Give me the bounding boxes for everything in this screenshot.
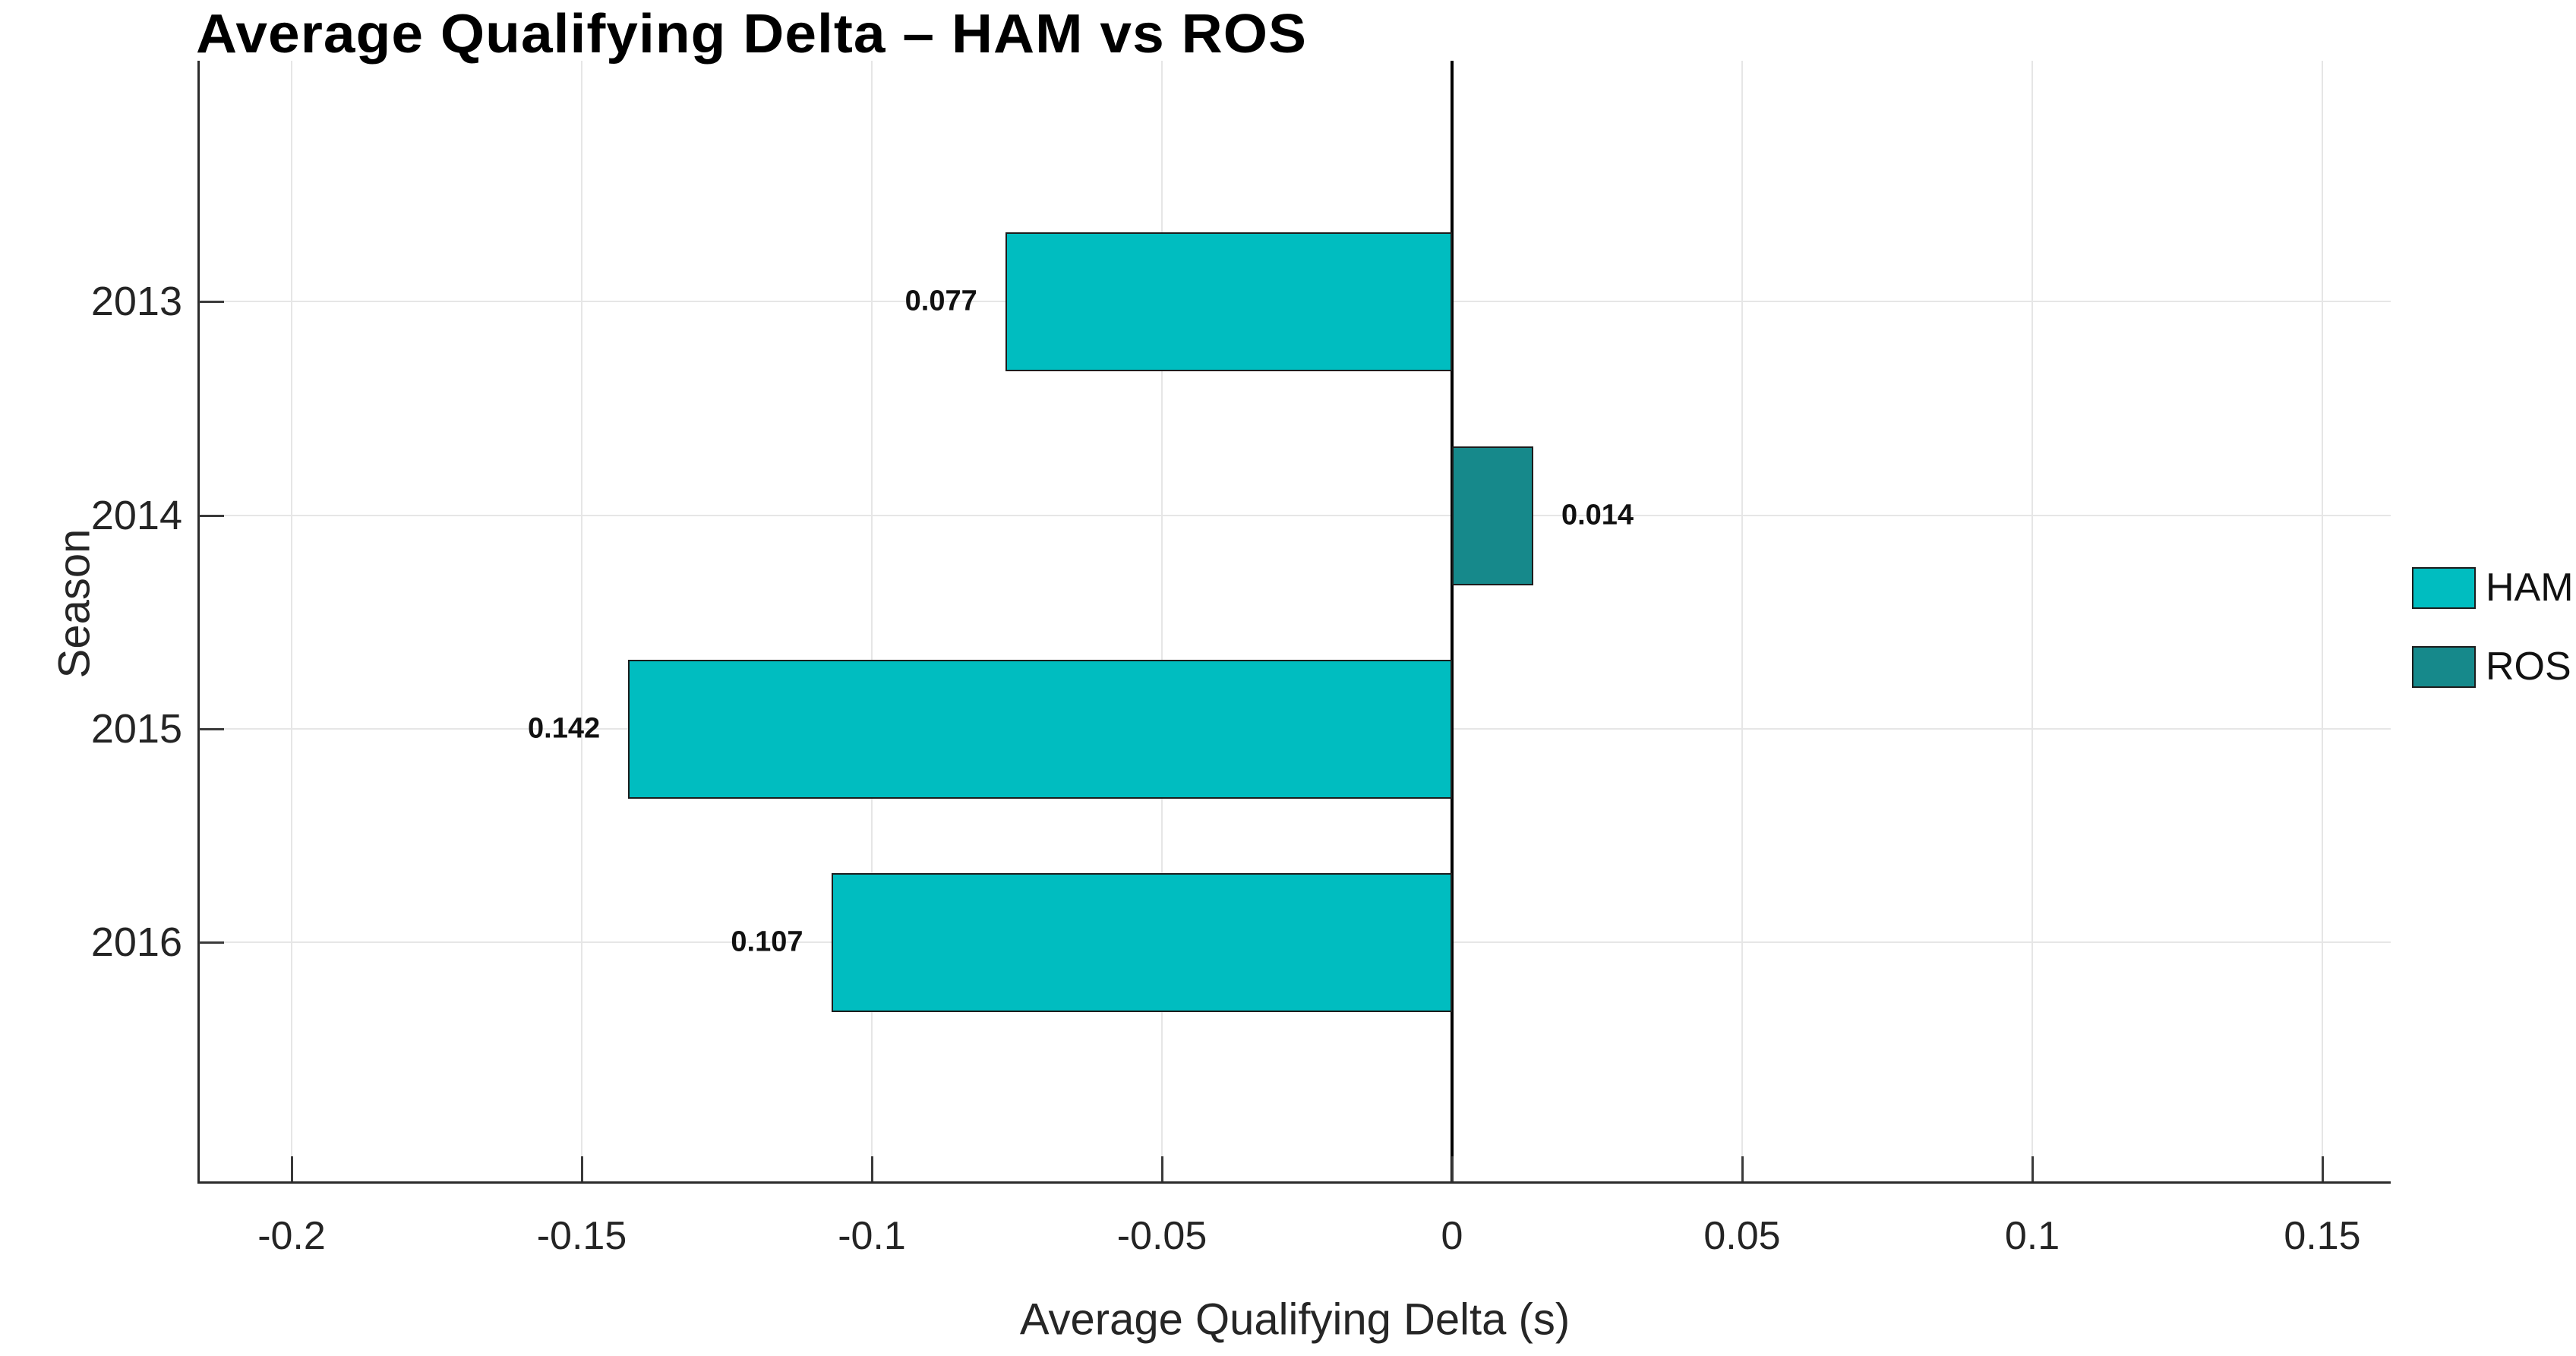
x-tick-label: -0.2 [257, 1214, 326, 1258]
legend-item-ham: HAM [2412, 565, 2574, 610]
x-tick-label: 0.05 [1703, 1214, 1781, 1258]
x-tick-label: -0.05 [1116, 1214, 1208, 1258]
y-tick-label: 2014 [90, 493, 182, 538]
x-tick-mark [1451, 1156, 1454, 1181]
y-tick-mark [199, 728, 224, 730]
x-tick-mark [871, 1156, 873, 1181]
legend-item-ros: ROS [2412, 644, 2574, 689]
y-gridline [199, 515, 2391, 516]
x-tick-label: 0.15 [2284, 1214, 2361, 1258]
bar-value-label: 0.014 [1561, 499, 1634, 531]
y-axis-line [197, 61, 200, 1184]
x-axis-line [197, 1181, 2391, 1184]
bar-ham-2013 [1005, 232, 1452, 371]
y-axis-title: Season [49, 528, 99, 679]
bar-value-label: 0.107 [731, 926, 803, 958]
legend-label: HAM [2486, 566, 2574, 610]
x-gridline [2322, 61, 2323, 1181]
bar-ham-2015 [628, 659, 1452, 799]
x-gridline [871, 61, 873, 1181]
x-tick-label: -0.1 [838, 1214, 906, 1258]
x-tick-label: 0.1 [2004, 1214, 2060, 1258]
x-gridline [1161, 61, 1163, 1181]
x-axis-title: Average Qualifying Delta (s) [1019, 1295, 1571, 1345]
x-tick-mark [1741, 1156, 1744, 1181]
x-tick-mark [2031, 1156, 2034, 1181]
y-tick-label: 2015 [90, 706, 182, 752]
legend-swatch-ham [2412, 566, 2476, 609]
x-tick-mark [1161, 1156, 1163, 1181]
x-tick-mark [291, 1156, 293, 1181]
zero-line [1451, 61, 1454, 1181]
legend: HAM ROS [2412, 565, 2574, 723]
bar-value-label: 0.077 [904, 285, 977, 317]
x-gridline [291, 61, 292, 1181]
bar-ros-2014 [1452, 446, 1533, 585]
y-tick-mark [199, 515, 224, 517]
x-gridline [2031, 61, 2033, 1181]
legend-label: ROS [2486, 645, 2571, 689]
y-tick-label: 2016 [90, 919, 182, 965]
x-tick-mark [2322, 1156, 2324, 1181]
y-tick-label: 2013 [90, 279, 182, 324]
bar-ham-2016 [831, 872, 1452, 1012]
x-tick-label: 0 [1441, 1214, 1463, 1258]
chart-title: Average Qualifying Delta – HAM vs ROS [196, 4, 1308, 65]
bar-value-label: 0.142 [528, 712, 601, 745]
y-tick-mark [199, 941, 224, 944]
x-tick-label: -0.15 [536, 1214, 627, 1258]
x-tick-mark [581, 1156, 583, 1181]
x-gridline [581, 61, 582, 1181]
y-tick-mark [199, 301, 224, 303]
legend-swatch-ros [2412, 645, 2476, 688]
x-gridline [1741, 61, 1743, 1181]
